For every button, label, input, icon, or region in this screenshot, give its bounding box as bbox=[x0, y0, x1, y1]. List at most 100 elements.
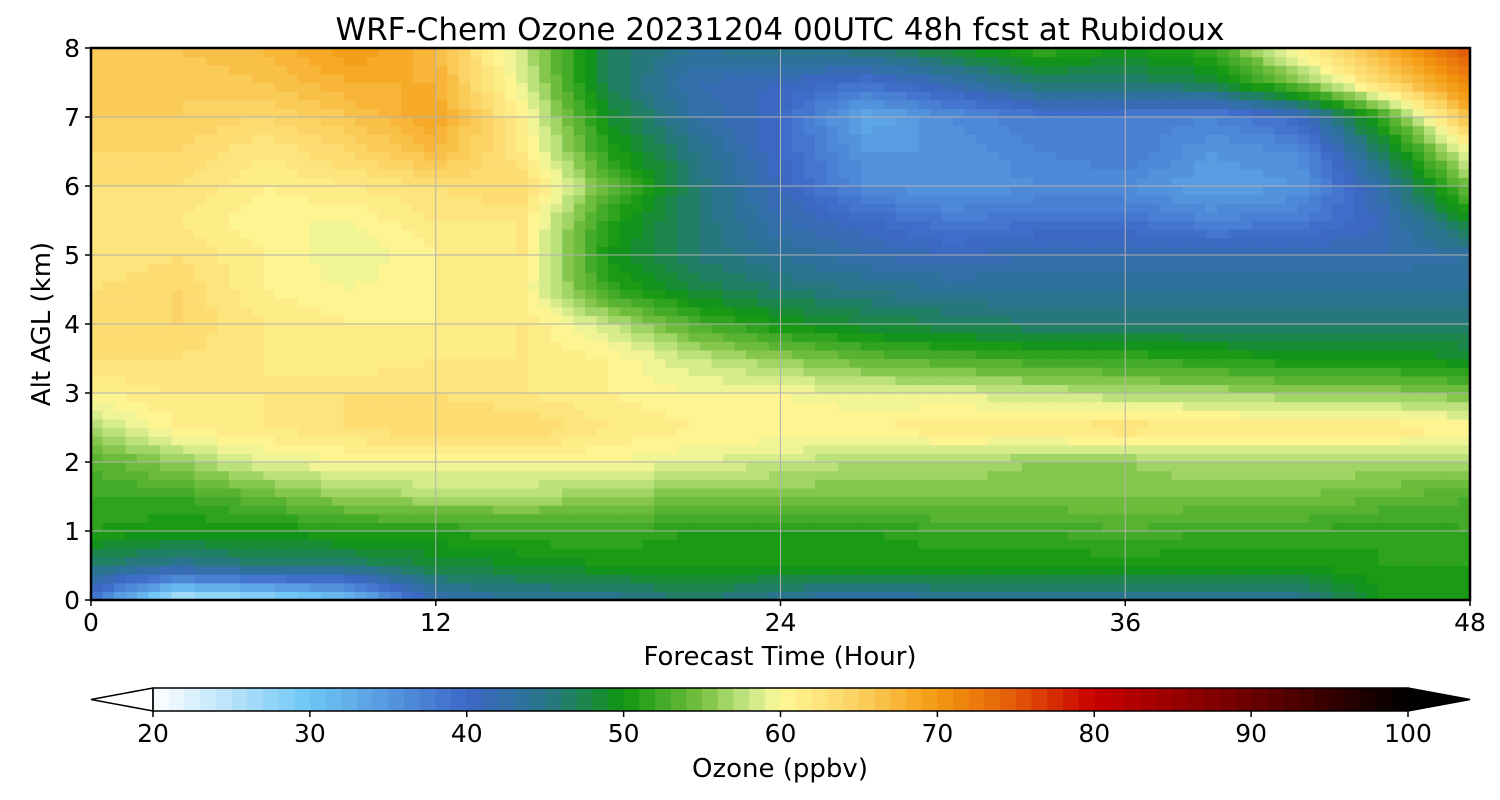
heatmap-cell bbox=[585, 531, 598, 541]
heatmap-cell bbox=[573, 280, 586, 291]
heatmap-cell bbox=[723, 591, 736, 600]
heatmap-cell bbox=[1056, 548, 1069, 558]
heatmap-cell bbox=[665, 539, 678, 549]
heatmap-cell bbox=[585, 565, 598, 575]
heatmap-cell bbox=[309, 565, 322, 575]
heatmap-cell bbox=[1159, 401, 1172, 411]
heatmap-cell bbox=[1412, 349, 1425, 360]
heatmap-cell bbox=[1159, 332, 1172, 342]
heatmap-cell bbox=[642, 505, 655, 515]
heatmap-cell bbox=[665, 237, 678, 247]
heatmap-cell bbox=[631, 548, 644, 558]
heatmap-cell bbox=[780, 418, 793, 429]
heatmap-cell bbox=[493, 401, 506, 411]
heatmap-cell bbox=[883, 513, 897, 523]
heatmap-cell bbox=[1159, 565, 1172, 575]
heatmap-cell bbox=[1366, 384, 1379, 394]
heatmap-cell bbox=[688, 487, 701, 498]
heatmap-cell bbox=[159, 401, 173, 411]
heatmap-cell bbox=[895, 418, 908, 429]
heatmap-cell bbox=[470, 565, 483, 575]
heatmap-cell bbox=[906, 324, 919, 334]
heatmap-cell bbox=[665, 306, 678, 316]
heatmap-cell bbox=[286, 591, 299, 600]
heatmap-cell bbox=[516, 384, 529, 394]
heatmap-cell bbox=[757, 539, 770, 549]
heatmap-cell bbox=[1079, 401, 1092, 411]
heatmap-cell bbox=[228, 349, 241, 360]
heatmap-cell bbox=[320, 384, 333, 394]
heatmap-cell bbox=[113, 444, 127, 454]
heatmap-cell bbox=[527, 255, 540, 265]
heatmap-cell bbox=[217, 272, 230, 282]
heatmap-cell bbox=[550, 315, 563, 325]
heatmap-cell bbox=[1067, 349, 1080, 360]
heatmap-cell bbox=[1090, 574, 1103, 584]
heatmap-cell bbox=[1309, 418, 1322, 429]
heatmap-cell bbox=[297, 539, 310, 549]
heatmap-cell bbox=[113, 246, 127, 256]
heatmap-cell bbox=[113, 280, 127, 291]
heatmap-cell bbox=[1182, 306, 1195, 316]
heatmap-cell bbox=[1056, 574, 1069, 584]
heatmap-cell bbox=[654, 531, 667, 541]
heatmap-cell bbox=[929, 591, 942, 600]
heatmap-cell bbox=[573, 565, 586, 575]
heatmap-cell bbox=[596, 384, 609, 394]
heatmap-cell bbox=[929, 324, 942, 334]
heatmap-cell bbox=[1435, 384, 1448, 394]
heatmap-cell bbox=[401, 393, 414, 403]
heatmap-cell bbox=[1205, 539, 1218, 549]
heatmap-cell bbox=[355, 470, 368, 480]
heatmap-cell bbox=[941, 418, 954, 429]
heatmap-cell bbox=[366, 280, 379, 291]
heatmap-cell bbox=[125, 418, 138, 429]
heatmap-cell bbox=[1148, 341, 1161, 351]
heatmap-cell bbox=[355, 496, 368, 506]
heatmap-cell bbox=[343, 444, 356, 454]
heatmap-cell bbox=[688, 263, 701, 273]
heatmap-cell bbox=[1447, 272, 1460, 282]
heatmap-cell bbox=[1297, 280, 1310, 291]
heatmap-cell bbox=[585, 375, 598, 385]
heatmap-cell bbox=[539, 548, 552, 558]
heatmap-cell bbox=[159, 496, 173, 506]
heatmap-cell bbox=[194, 444, 207, 454]
heatmap-cell bbox=[998, 436, 1011, 446]
heatmap-cell bbox=[837, 531, 851, 541]
heatmap-cell bbox=[619, 306, 632, 316]
heatmap-cell bbox=[148, 246, 161, 256]
heatmap-cell bbox=[1113, 367, 1126, 377]
heatmap-cell bbox=[1056, 393, 1069, 403]
heatmap-cell bbox=[1343, 341, 1356, 351]
heatmap-cell bbox=[240, 462, 253, 472]
heatmap-cell bbox=[711, 289, 724, 299]
heatmap-cell bbox=[1182, 349, 1195, 360]
heatmap-cell bbox=[1240, 375, 1253, 385]
heatmap-cell bbox=[424, 591, 437, 600]
heatmap-cell bbox=[1424, 324, 1437, 334]
heatmap-cell bbox=[1044, 410, 1057, 420]
heatmap-cell bbox=[1378, 332, 1391, 342]
heatmap-cell bbox=[1366, 444, 1379, 454]
heatmap-cell bbox=[631, 531, 644, 541]
heatmap-cell bbox=[343, 453, 356, 463]
heatmap-cell bbox=[424, 470, 437, 480]
heatmap-cell bbox=[952, 358, 965, 368]
heatmap-cell bbox=[1010, 436, 1023, 446]
heatmap-cell bbox=[1217, 289, 1230, 299]
heatmap-cell bbox=[1125, 436, 1138, 446]
heatmap-cell bbox=[1435, 444, 1448, 454]
heatmap-cell bbox=[1194, 393, 1207, 403]
heatmap-cell bbox=[1079, 263, 1092, 273]
heatmap-cell bbox=[1458, 574, 1470, 584]
heatmap-cell bbox=[217, 393, 230, 403]
heatmap-cell bbox=[343, 341, 356, 351]
heatmap-cell bbox=[550, 418, 563, 429]
heatmap-cell bbox=[159, 556, 173, 567]
heatmap-cell bbox=[619, 505, 632, 515]
heatmap-cell bbox=[516, 306, 529, 316]
heatmap-cell bbox=[918, 367, 931, 377]
heatmap-cell bbox=[1217, 470, 1230, 480]
